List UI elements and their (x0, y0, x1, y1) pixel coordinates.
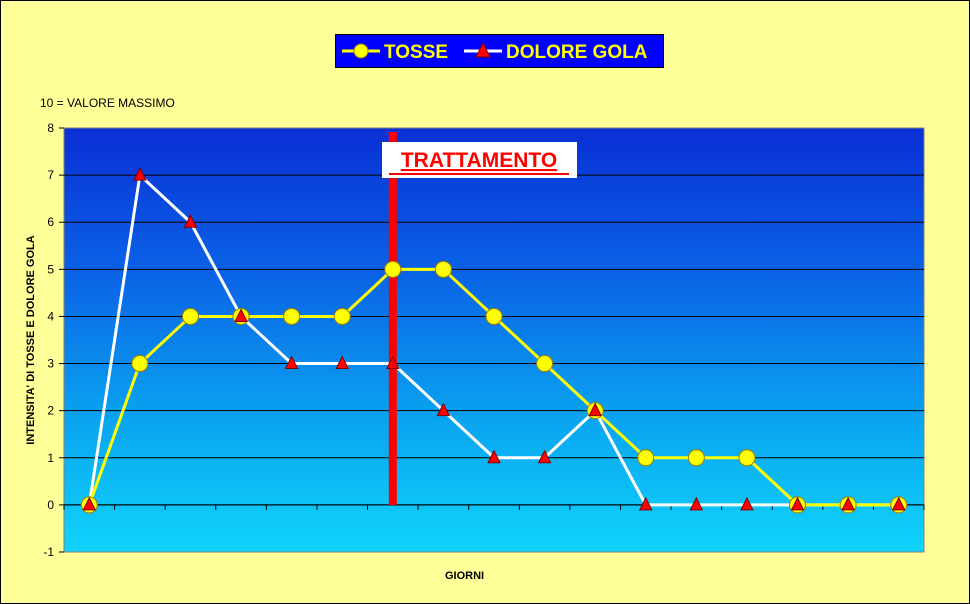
point-tosse-10 (536, 355, 554, 373)
point-dolore-gola-16 (841, 496, 855, 511)
plot-area (63, 127, 925, 553)
y-tick-label: 2 (47, 404, 54, 418)
series-markers (80, 166, 908, 514)
point-tosse-14 (738, 449, 756, 467)
point-dolore-gola-17 (891, 496, 906, 511)
y-ticks: -1 0 1 2 3 4 5 6 7 8 (43, 121, 64, 559)
point-dolore-gola-13 (689, 496, 704, 511)
point-dolore-gola-6 (335, 355, 350, 370)
point-dolore-gola-15 (790, 496, 805, 511)
point-tosse-8 (434, 260, 452, 278)
point-tosse-7 (384, 260, 402, 278)
point-dolore-gola-2 (133, 166, 147, 181)
point-dolore-gola-3 (183, 214, 198, 228)
treatment-label-text: TRATTAMENTO (401, 149, 557, 172)
point-dolore-gola-11 (588, 402, 602, 417)
y-tick-label: 8 (47, 121, 54, 135)
point-dolore-gola-12 (638, 496, 653, 511)
legend-label-tosse: TOSSE (384, 42, 448, 63)
legend-marker-tosse (353, 43, 369, 59)
point-dolore-gola-8 (436, 402, 451, 417)
point-tosse-9 (485, 307, 503, 325)
x-axis-label: GIORNI (445, 570, 485, 582)
treatment-line (388, 132, 397, 505)
point-tosse-6 (333, 307, 351, 325)
y-tick-label: 3 (47, 357, 54, 371)
legend-marker-dolore (475, 41, 491, 58)
y-tick-label: 7 (47, 168, 54, 182)
point-tosse-2 (131, 355, 149, 373)
point-dolore-gola-1 (82, 496, 97, 511)
point-dolore-gola-5 (284, 355, 299, 370)
y-tick-label: -1 (43, 545, 54, 559)
treatment-label: TRATTAMENTO (382, 142, 577, 178)
point-tosse-3 (181, 307, 199, 325)
point-dolore-gola-14 (740, 496, 754, 511)
point-dolore-gola-7 (386, 355, 400, 370)
y-tick-label: 4 (47, 309, 54, 323)
y-tick-label: 6 (47, 215, 54, 229)
point-tosse-13 (687, 449, 705, 467)
y-axis-label: INTENSITA' DI TOSSE E DOLORE GOLA (25, 235, 37, 444)
y-tick-label: 1 (47, 451, 54, 465)
legend-label-dolore: DOLORE GOLA (506, 42, 648, 63)
treatment-label-bg (382, 142, 577, 178)
point-dolore-gola-10 (537, 449, 552, 464)
point-tosse-12 (637, 449, 655, 467)
point-tosse-5 (283, 307, 301, 325)
y-tick-label: 5 (47, 262, 54, 276)
point-dolore-gola-4 (234, 308, 248, 322)
legend: TOSSE DOLORE GOLA (335, 34, 664, 68)
scale-note: 10 = VALORE MASSIMO (40, 96, 175, 110)
legend-svg: TOSSE DOLORE GOLA (342, 41, 648, 63)
y-tick-label: 0 (47, 498, 54, 512)
point-dolore-gola-9 (487, 449, 501, 464)
